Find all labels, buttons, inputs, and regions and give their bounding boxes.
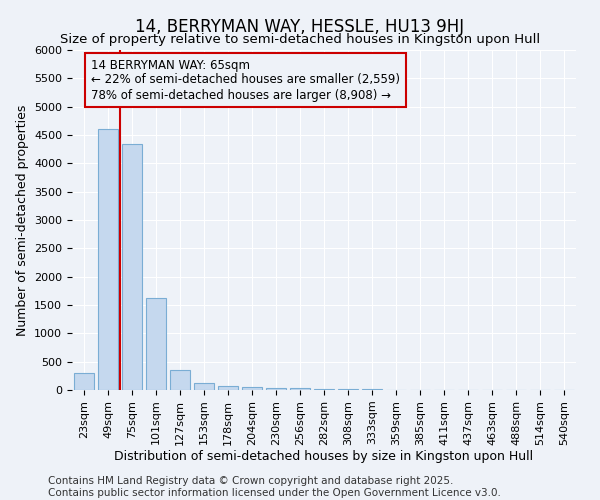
Bar (266, 388, 286, 390)
Bar (314, 388, 334, 390)
Text: 14, BERRYMAN WAY, HESSLE, HU13 9HJ: 14, BERRYMAN WAY, HESSLE, HU13 9HJ (136, 18, 464, 36)
Text: Size of property relative to semi-detached houses in Kingston upon Hull: Size of property relative to semi-detach… (60, 32, 540, 46)
Y-axis label: Number of semi-detached properties: Number of semi-detached properties (16, 104, 29, 336)
X-axis label: Distribution of semi-detached houses by size in Kingston upon Hull: Distribution of semi-detached houses by … (115, 450, 533, 464)
Bar (194, 383, 214, 390)
Bar (74, 373, 94, 390)
Bar (338, 389, 358, 390)
Bar (122, 144, 142, 390)
Bar (242, 387, 262, 390)
Bar (290, 388, 310, 390)
Bar (146, 298, 166, 390)
Bar (170, 370, 190, 390)
Bar (98, 130, 118, 390)
Bar (218, 386, 238, 390)
Text: 14 BERRYMAN WAY: 65sqm
← 22% of semi-detached houses are smaller (2,559)
78% of : 14 BERRYMAN WAY: 65sqm ← 22% of semi-det… (91, 58, 400, 102)
Text: Contains HM Land Registry data © Crown copyright and database right 2025.
Contai: Contains HM Land Registry data © Crown c… (48, 476, 501, 498)
